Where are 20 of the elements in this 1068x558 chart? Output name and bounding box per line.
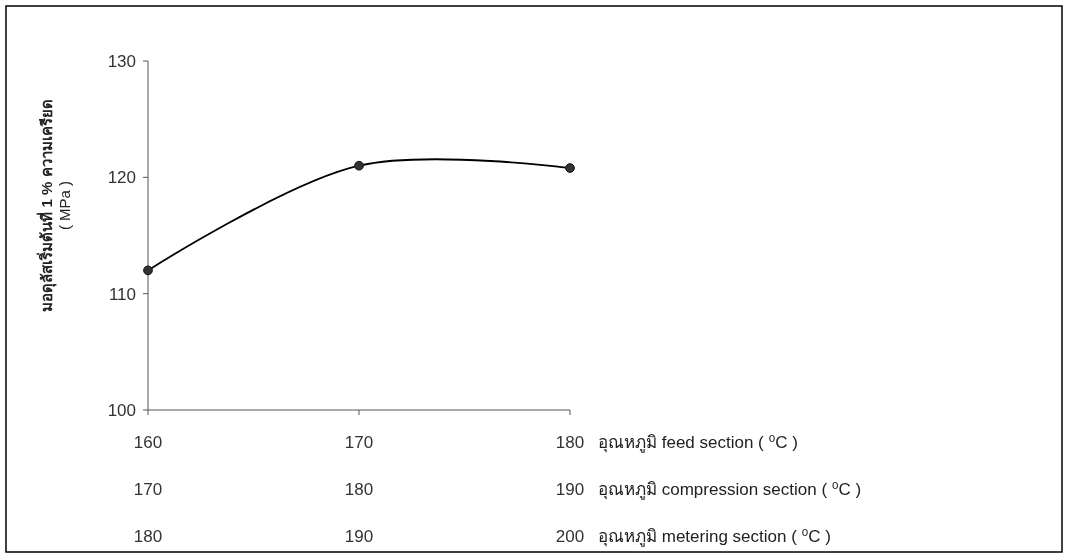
x2-tick-label: 190 <box>555 479 585 499</box>
x-tick-label: 170 <box>344 432 374 452</box>
y-tick-label: 130 <box>107 51 136 71</box>
text: 200 <box>555 526 585 546</box>
text: อุณหภูมิ metering section ( ⁰C ) <box>598 526 832 547</box>
y-axis-title: มอดุลัสเริ่มต้นที่ 1 % ความเครียด ( MPa ) <box>36 99 73 312</box>
point <box>143 265 153 276</box>
x2-tick-label: 180 <box>344 479 374 499</box>
y-tick-label: 110 <box>108 284 136 304</box>
point <box>354 160 364 171</box>
y-tick-label: 100 <box>107 400 136 420</box>
x2-tick-label: 170 <box>133 479 163 499</box>
text: 180 <box>133 526 163 546</box>
text: 190 <box>344 526 374 546</box>
x-tick-label: 160 <box>133 432 163 452</box>
x2-axis-title: อุณหภูมิ compression section ( ⁰C ) <box>598 479 862 500</box>
point <box>565 163 575 173</box>
y-tick-label: 120 <box>107 168 136 188</box>
x-axis-title: อุณหภูมิ feed section ( ⁰C ) <box>598 432 798 453</box>
x-tick-label: 180 <box>555 432 585 452</box>
